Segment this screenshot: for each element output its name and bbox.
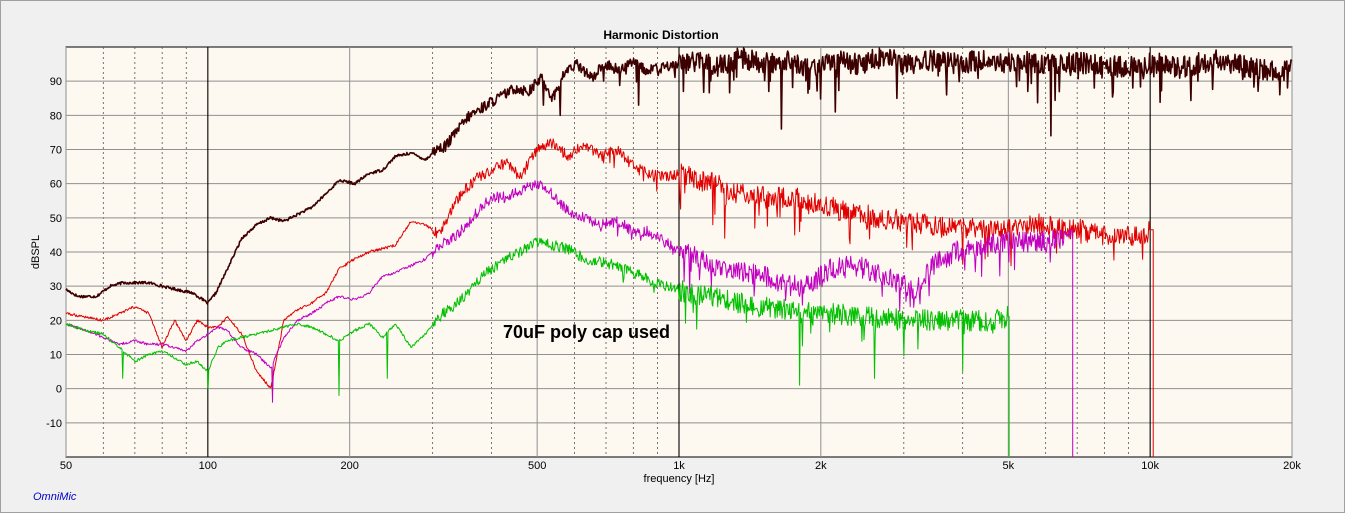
x-tick-label: 10k <box>1141 460 1159 472</box>
y-tick-labels: 90 80 70 60 50 40 30 20 10 0 -10 <box>46 76 62 430</box>
y-tick-label: 10 <box>50 350 62 362</box>
major-gridlines <box>65 47 1293 457</box>
y-tick-label: 70 <box>50 145 62 157</box>
chart-annotation: 70uF poly cap used <box>503 322 670 342</box>
x-tick-label: 5k <box>1003 460 1015 472</box>
x-tick-label: 20k <box>1283 460 1301 472</box>
chart-title: Harmonic Distortion <box>603 28 718 42</box>
y-tick-label: -10 <box>46 418 62 430</box>
brand-label: OmniMic <box>33 491 77 503</box>
x-tick-label: 200 <box>340 460 358 472</box>
y-axis-label: dBSPL <box>30 235 42 269</box>
y-tick-label: 40 <box>50 247 62 259</box>
series-line <box>65 47 1293 305</box>
y-tick-label: 60 <box>50 179 62 191</box>
series-layer <box>65 47 1293 457</box>
x-tick-label: 1k <box>673 460 685 472</box>
series-line <box>66 180 1074 457</box>
x-tick-label: 50 <box>60 460 72 472</box>
x-tick-label: 2k <box>815 460 827 472</box>
y-tick-label: 80 <box>50 110 62 122</box>
series-line <box>65 138 1154 457</box>
x-axis-label: frequency [Hz] <box>644 473 715 485</box>
y-tick-label: 30 <box>50 281 62 293</box>
y-tick-label: 0 <box>56 384 62 396</box>
x-tick-labels: 50 100 200 500 1k 2k 5k 10k 20k <box>60 460 1301 472</box>
x-tick-label: 100 <box>199 460 217 472</box>
y-tick-label: 20 <box>50 315 62 327</box>
y-tick-label: 90 <box>50 76 62 88</box>
x-tick-label: 500 <box>528 460 546 472</box>
series-line <box>65 237 1010 457</box>
y-tick-label: 50 <box>50 213 62 225</box>
